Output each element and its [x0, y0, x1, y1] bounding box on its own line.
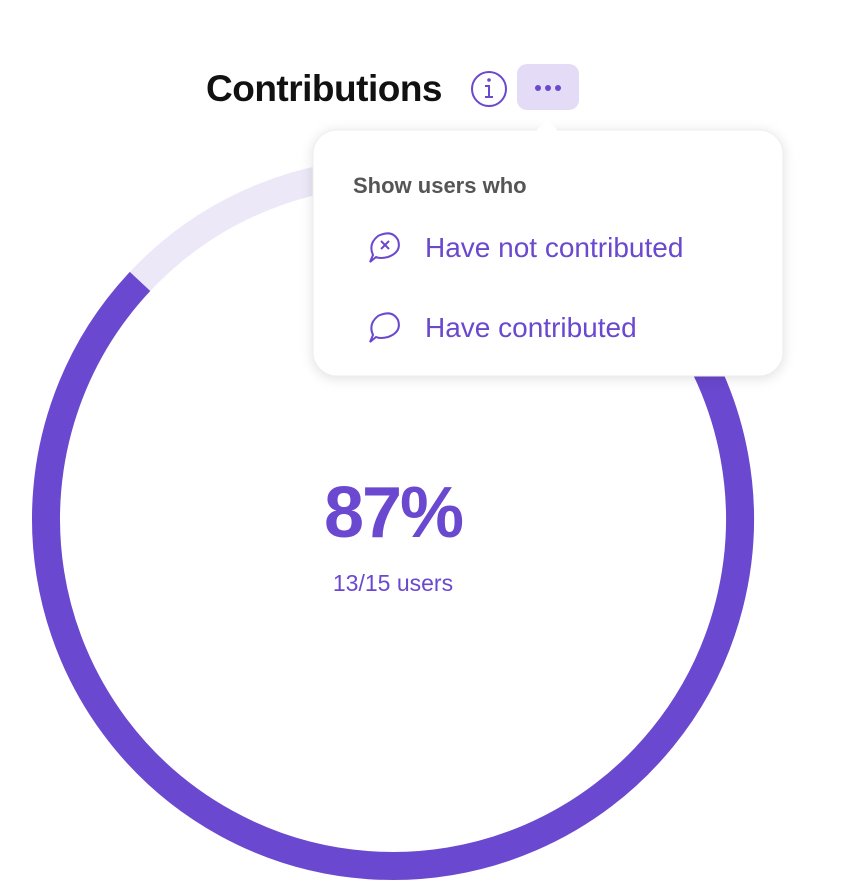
dot	[535, 85, 541, 91]
info-dot	[487, 78, 491, 82]
x-icon	[380, 240, 390, 250]
info-icon	[471, 71, 507, 107]
menu-heading: Show users who	[353, 173, 527, 198]
not-contributed-icon	[369, 232, 400, 263]
dropdown-arrow	[536, 119, 558, 131]
menu-item[interactable]: Have not contributed	[369, 232, 683, 263]
gauge-caption: 13/15 users	[333, 570, 453, 596]
dot	[545, 85, 551, 91]
dot	[555, 85, 561, 91]
info-button[interactable]	[471, 71, 507, 107]
gauge-value: 87%	[324, 473, 463, 553]
more-button[interactable]	[517, 64, 579, 110]
menu-item-label: Have not contributed	[425, 232, 683, 263]
menu-item-label: Have contributed	[425, 312, 637, 343]
dropdown: Show users who Have not contributed Have…	[312, 119, 784, 377]
contributed-icon	[369, 312, 400, 343]
info-stem	[485, 85, 493, 98]
menu-item[interactable]: Have contributed	[369, 312, 637, 343]
title: Contributions	[206, 68, 442, 109]
